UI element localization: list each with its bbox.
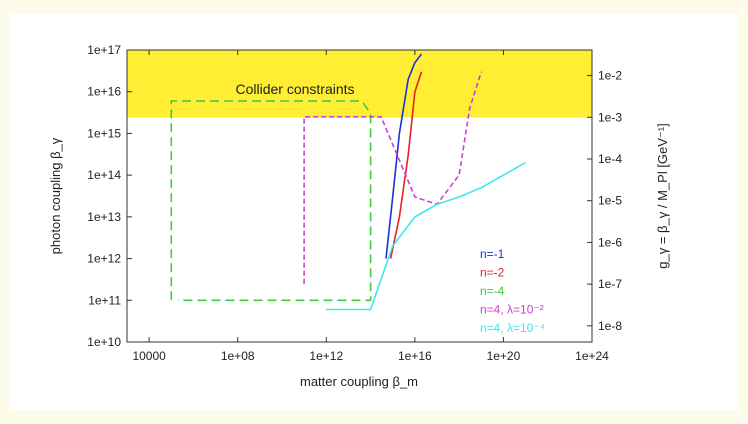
y2-tick-label: 1e-6 xyxy=(598,235,622,249)
plot-frame xyxy=(126,49,593,343)
x-tick-label: 1e+08 xyxy=(221,349,255,363)
y-tick-label: 1e+11 xyxy=(88,293,121,307)
y2-tick-label: 1e-5 xyxy=(598,194,622,208)
y2-tick-label: 1e-8 xyxy=(598,319,622,333)
y-axis-label: photon coupling β_γ xyxy=(48,137,63,254)
y-tick-label: 1e+17 xyxy=(87,43,121,57)
x-tick-label: 1e+24 xyxy=(575,349,609,363)
series-line xyxy=(385,53,423,259)
legend-entry: n=4, λ=10⁻² xyxy=(480,303,544,317)
collider-constraints-region xyxy=(127,50,592,118)
x-tick-label: 1e+20 xyxy=(487,349,521,363)
y-tick-label: 1e+14 xyxy=(87,168,121,182)
figure-panel: 10000 1e+08 1e+12 1e+16 1e+20 1e+24 1e+10 1e+11… xyxy=(10,14,738,410)
x-tick-label: 1e+12 xyxy=(309,349,343,363)
x-tick-label: 10000 xyxy=(132,349,166,363)
y2-tick-label: 1e-4 xyxy=(598,152,622,166)
legend-entry: n=-2 xyxy=(480,266,505,280)
y2-tick-label: 1e-7 xyxy=(598,277,622,291)
y2-axis-label: g_γ = β_γ / M_Pl [GeV⁻¹] xyxy=(655,123,670,268)
y-tick-label: 1e+16 xyxy=(87,85,121,99)
y-tick-label: 1e+12 xyxy=(87,252,121,266)
x-axis-label: matter coupling β_m xyxy=(300,374,418,389)
y2-tick-label: 1e-3 xyxy=(598,110,622,124)
series-line xyxy=(389,71,423,259)
series-line xyxy=(170,100,372,302)
x-tick-label: 1e+16 xyxy=(398,349,432,363)
y2-tick-label: 1e-2 xyxy=(598,69,622,83)
series-line xyxy=(326,161,526,311)
y-tick-label: 1e+10 xyxy=(87,335,121,349)
y-tick-label: 1e+13 xyxy=(87,210,121,224)
exclusion-plot: 10000 1e+08 1e+12 1e+16 1e+20 1e+24 1e+10 1e+11… xyxy=(48,43,670,389)
legend-entry: n=4, λ=10⁻⁴ xyxy=(480,321,545,335)
series-line xyxy=(303,71,483,284)
y-tick-label: 1e+15 xyxy=(87,126,121,140)
legend-entry: n=-4 xyxy=(480,284,505,298)
legend-entry: n=-1 xyxy=(480,247,505,261)
collider-constraints-label: Collider constraints xyxy=(235,81,354,97)
